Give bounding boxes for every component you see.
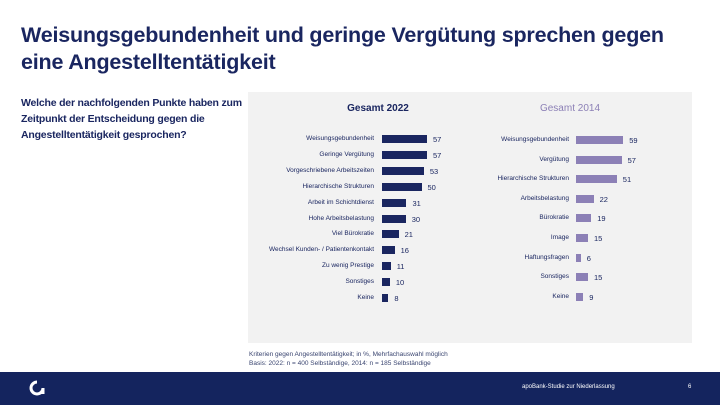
value-label: 57 [627,155,636,165]
bar [382,278,390,287]
survey-question: Welche der nachfolgenden Punkte haben zu… [21,97,242,141]
category-label: Arbeit im Schichtdienst [307,198,374,206]
chart-note: Kriterien gegen Angestelltentätigkeit; i… [249,350,448,368]
category-label: Viel Bürokratie [331,230,374,238]
category-label: Haftungsfragen [524,253,569,261]
value-label: 57 [433,135,442,144]
category-label: Sonstiges [540,273,569,281]
category-label: Vorgeschriebene Arbeitszeiten [286,166,374,174]
bar [576,194,594,203]
category-label: Weisungsgebundenheit [501,136,569,143]
category-label: Hierarchische Strukturen [302,182,374,190]
value-label: 19 [597,214,606,224]
bar [382,214,406,223]
value-label: 6 [586,253,591,263]
bar [382,294,389,302]
bar [576,175,617,184]
bar [382,182,422,191]
bar [382,135,428,143]
bar [382,150,428,159]
value-label: 8 [394,294,399,303]
value-label: 15 [594,234,603,243]
note-basis: Basis: 2022: n = 400 Selbständige, 2014:… [249,360,431,367]
note-criteria: Kriterien gegen Angestelltentätigkeit; i… [249,351,448,358]
bar [576,214,592,223]
category-label: Keine [552,292,569,300]
value-label: 21 [404,230,413,240]
apobank-logo-icon [29,380,45,396]
page-number: 6 [688,384,692,390]
bar [382,262,391,271]
category-label: Hierarchische Strukturen [497,175,569,183]
bar [576,155,622,164]
value-label: 50 [427,182,436,192]
value-label: 57 [433,150,442,160]
value-label: 9 [589,292,594,302]
category-label: Hohe Arbeitsbelastung [308,214,374,222]
category-label: Bürokratie [539,214,569,222]
chart-panel [248,92,692,343]
bar [576,234,588,242]
bar [576,253,581,262]
chart-title-2022: Gesamt 2022 [347,103,409,114]
bar [382,230,399,239]
value-label: 16 [400,246,409,256]
category-label: Geringe Vergütung [319,150,374,158]
value-label: 59 [629,136,638,145]
category-label: Wechsel Kunden- / Patientenkontakt [268,246,374,254]
category-label: Weisungsgebundenheit [306,135,374,142]
bar [576,292,584,301]
value-label: 51 [622,175,632,185]
category-label: Zu wenig Prestige [321,262,374,270]
value-label: 22 [599,194,608,204]
bar [382,166,424,175]
bar [382,246,395,255]
footer-bar [0,372,720,405]
bar [576,273,588,282]
category-label: Image [550,234,569,241]
value-label: 30 [411,214,421,224]
value-label: 53 [429,166,439,176]
bar [382,198,407,207]
chart-title-2014: Gesamt 2014 [539,103,601,114]
category-label: Keine [357,294,374,301]
value-label: 10 [395,278,405,288]
value-label: 31 [412,198,421,208]
value-label: 15 [594,273,603,283]
category-label: Arbeitsbelastung [520,194,569,202]
category-label: Vergütung [539,155,569,163]
category-label: Sonstiges [345,278,374,286]
footer-study-name: apoBank-Studie zur Niederlassung [522,384,615,390]
slide-title: Weisungsgebundenheit und geringe Vergütu… [21,23,664,74]
value-label: 11 [396,262,405,272]
bar [576,136,624,144]
